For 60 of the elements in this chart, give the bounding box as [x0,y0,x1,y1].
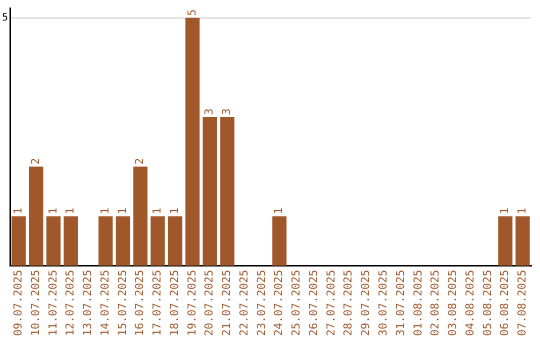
x-tick-label: 19.07.2025 [185,270,198,336]
bar [168,216,182,266]
data-label: 3 [202,108,216,116]
data-label: 1 [116,208,129,214]
x-tick-label: 11.07.2025 [46,270,60,336]
x-tick-label: 29.07.2025 [359,270,372,336]
bar [516,216,530,266]
bar [220,117,234,266]
x-tick-label: 15.07.2025 [116,270,129,336]
bar [498,216,512,266]
x-tick-label: 09.07.2025 [12,270,25,336]
x-tick-label: 18.07.2025 [168,270,181,336]
x-tick-label: 04.08.2025 [463,270,476,336]
data-label: 2 [133,158,146,165]
data-label: 1 [168,208,181,214]
bar [150,216,165,266]
bar [98,216,113,266]
x-tick-label: 16.07.2025 [133,270,146,336]
bar [202,117,217,266]
x-tick-label: 05.08.2025 [480,270,494,336]
x-tick-label: 27.07.2025 [324,270,338,336]
bar [272,216,286,266]
x-tick-label: 25.07.2025 [290,270,303,336]
x-tick-label: 10.07.2025 [28,270,42,336]
x-tick-label: 23.07.2025 [254,270,268,336]
x-tick-label: 26.07.2025 [306,270,320,336]
x-tick-label: 02.08.2025 [428,270,442,336]
data-label: 2 [28,158,42,165]
data-label: 5 [185,9,198,16]
data-label: 1 [272,208,286,214]
x-tick-label: 01.08.2025 [411,270,424,336]
x-tick-label: 28.07.2025 [342,270,355,336]
bar [64,216,78,266]
data-label: 1 [64,208,77,214]
x-tick-label: 20.07.2025 [202,270,216,336]
x-tick-label: 03.08.2025 [446,270,460,336]
x-tick-label: 06.08.2025 [498,270,512,336]
bar [133,166,148,266]
data-label: 1 [498,208,512,214]
x-tick-label: 22.07.2025 [237,270,250,336]
bar [185,18,200,266]
x-tick-label: 12.07.2025 [64,270,77,336]
data-label: 1 [150,208,164,214]
data-label: 3 [220,108,234,116]
bar [116,216,130,266]
x-tick-label: 17.07.2025 [150,270,164,336]
x-tick-label: 07.08.2025 [516,270,529,336]
data-label: 1 [516,208,529,214]
data-label: 1 [98,208,112,214]
x-tick-label: 21.07.2025 [220,270,234,336]
bar [12,216,26,266]
data-label: 1 [46,208,60,214]
data-label: 1 [12,208,25,214]
x-tick-label: 14.07.2025 [98,270,112,336]
x-tick-label: 13.07.2025 [81,270,94,336]
x-tick-label: 30.07.2025 [376,270,390,336]
x-tick-label: 24.07.2025 [272,270,286,336]
bar [46,216,61,266]
bar [28,166,44,266]
x-tick-label: 31.07.2025 [394,270,407,336]
